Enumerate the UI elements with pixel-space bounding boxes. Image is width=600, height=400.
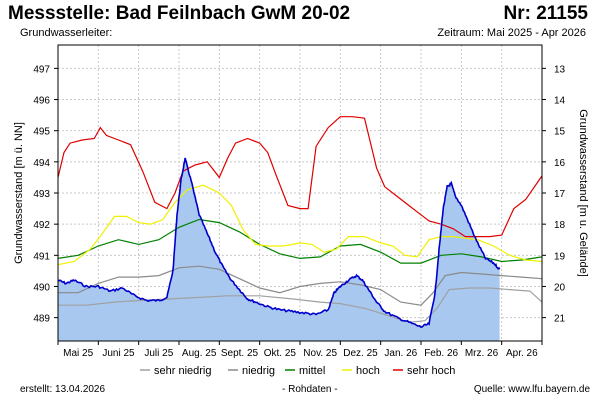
y2-tick-label: 18 [554, 220, 566, 231]
series-line-sehr-hoch [57, 116, 543, 238]
x-tick-label: Dez. 25 [343, 348, 378, 359]
x-tick-label: Mai 25 [63, 348, 93, 359]
y-tick-label: 491 [33, 251, 50, 262]
y2-tick-label: 17 [554, 189, 566, 200]
series-line-niedrig [58, 265, 543, 306]
source-link[interactable]: Quelle: www.lfu.bayern.de [473, 384, 590, 395]
raw-data-note: - Rohdaten - [282, 384, 338, 395]
x-tick-label: Mrz. 26 [465, 348, 499, 359]
x-tick-label: Feb. 26 [424, 348, 458, 359]
y-axis-label-left: Grundwasserstand [m ü. NN] [13, 122, 25, 264]
y-tick-label: 492 [33, 220, 50, 231]
y2-tick-label: 13 [554, 64, 566, 75]
series-line-measured [57, 157, 501, 329]
x-tick-label: Okt. 25 [264, 348, 297, 359]
series-line-mittel [57, 218, 543, 264]
aquifer-label: Grundwasserleiter: [20, 27, 113, 39]
station-number: Nr: 21155 [503, 3, 588, 24]
created-date: erstellt: 13.04.2026 [20, 384, 106, 395]
y-axis-label-right: Grundwasserstand [m u. Gelände] [577, 109, 589, 277]
legend-label-hoch: hoch [356, 365, 380, 377]
y-tick-label: 495 [33, 127, 50, 138]
x-tick-label: Juni 25 [102, 348, 135, 359]
legend-label-mittel: mittel [299, 365, 325, 377]
measured-area [58, 158, 500, 341]
y-tick-label: 494 [33, 158, 50, 169]
period-label: Zeitraum: Mai 2025 - Apr 2026 [437, 27, 586, 39]
y2-tick-label: 19 [554, 251, 566, 262]
axes: 489 490 491 492 493 494 495 496 497 13 14 15 16 17 18 1… [33, 64, 565, 359]
series-layer [57, 116, 543, 341]
y2-tick-label: 14 [554, 96, 566, 107]
y2-tick-label: 21 [554, 314, 566, 325]
y-tick-label: 493 [33, 189, 50, 200]
x-tick-label: Apr. 26 [506, 348, 538, 359]
y2-tick-label: 20 [554, 282, 566, 293]
legend-label-niedrig: niedrig [242, 365, 275, 377]
legend-label-sehr-niedrig: sehr niedrig [154, 365, 211, 377]
y-tick-label: 496 [33, 96, 50, 107]
series-line-hoch [57, 184, 543, 266]
x-tick-label: Aug. 25 [182, 348, 217, 359]
chart-title: Messstelle: Bad Feilnbach GwM 20-02 [8, 3, 351, 24]
y-tick-label: 489 [33, 314, 50, 325]
legend: sehr niedrig niedrig mittel hoch sehr hoch [140, 365, 455, 377]
y-tick-label: 497 [33, 64, 50, 75]
y2-tick-label: 15 [554, 127, 566, 138]
x-tick-label: Jan. 26 [384, 348, 417, 359]
x-tick-label: Juli 25 [144, 348, 173, 359]
x-tick-label: Nov. 25 [303, 348, 337, 359]
legend-label-sehr-hoch: sehr hoch [407, 365, 455, 377]
y2-tick-label: 16 [554, 158, 566, 169]
x-tick-label: Sept. 25 [221, 348, 259, 359]
y-tick-label: 490 [33, 282, 50, 293]
